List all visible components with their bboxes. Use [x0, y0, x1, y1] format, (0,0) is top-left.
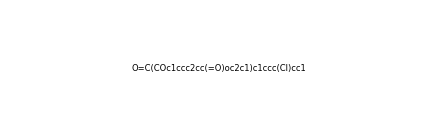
Text: O=C(COc1ccc2cc(=O)oc2c1)c1ccc(Cl)cc1: O=C(COc1ccc2cc(=O)oc2c1)c1ccc(Cl)cc1: [132, 64, 306, 74]
